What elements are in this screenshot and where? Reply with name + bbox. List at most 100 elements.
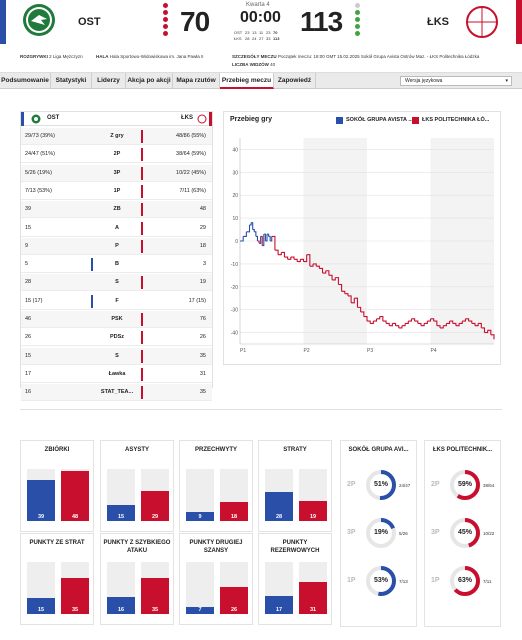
shooting-card-title: ŁKS POLITECHNIK... (432, 447, 493, 453)
shot-type-label: 2P (431, 481, 440, 488)
series-segment (405, 321, 409, 324)
series-segment (254, 231, 257, 237)
home-bar-bg: 9 (186, 469, 214, 521)
away-team-logo[interactable] (462, 2, 502, 40)
y-tick-label: -10 (231, 262, 238, 268)
away-value: 35 (199, 352, 206, 359)
viewers-label: LICZBA WIDZÓW (232, 62, 269, 67)
card-title: PUNKTY ZE STRAT (29, 540, 85, 546)
stat-label: STAT_TEA... (100, 389, 134, 396)
series-segment (373, 318, 378, 322)
home-lead-bar (91, 294, 93, 308)
away-lead-bar (141, 386, 143, 400)
tab-zapowiedz[interactable]: Zapowiedź (274, 73, 316, 89)
series-segment (427, 318, 432, 322)
series-segment (297, 259, 301, 263)
home-bar (107, 597, 135, 614)
home-q0: OST (234, 30, 243, 35)
series-segment (382, 320, 387, 324)
percentage-ring (366, 470, 396, 500)
series-segment (351, 298, 355, 304)
stat-card: ZBIÓRKI 39 48 (20, 440, 94, 532)
tab-liderzy[interactable]: Liderzy (92, 73, 126, 89)
series-segment (376, 316, 381, 320)
series-segment (313, 263, 317, 267)
series-segment (322, 270, 327, 274)
quarter-scores: OST 23 13 11 23 70 ŁKS 28 24 27 33 113 (234, 30, 280, 42)
ring-fraction: 10/22 (483, 531, 495, 536)
away-q2: 24 (252, 36, 257, 41)
series-segment (281, 251, 286, 258)
x-tick-label: P1 (240, 348, 246, 354)
home-value: 15 (17) (25, 297, 43, 304)
details-label: SZCZEGÓŁY MECZU (232, 54, 277, 59)
series-segment (386, 322, 390, 326)
away-lead-bar (141, 313, 143, 326)
tab-mapa-rzutow[interactable]: Mapa rzutów (173, 73, 220, 89)
shooting-card: SOKÓŁ GRUPA AVI... 2P 51% 24/47 3P 19% 5/26 1P 5… (340, 440, 417, 627)
away-lead-bar (141, 331, 143, 345)
stat-label: 3P (113, 169, 121, 176)
tab-statystyki[interactable]: Statystyki (51, 73, 92, 89)
table-row: 26 PDSz 26 (21, 329, 212, 347)
away-value: 19 (199, 279, 206, 286)
away-bar (220, 502, 248, 521)
series-segment (266, 233, 270, 237)
home-bar (265, 491, 293, 521)
series-segment (303, 254, 308, 263)
away-bar (61, 577, 89, 614)
section-divider (20, 409, 502, 410)
stat-card: STRATY 28 19 (258, 440, 332, 532)
series-segment (249, 222, 252, 226)
stat-label: S (115, 352, 119, 359)
home-bar (265, 596, 293, 614)
away-lead-bar (141, 166, 143, 180)
y-tick-label: -30 (231, 308, 238, 314)
home-team-logo[interactable] (22, 3, 56, 37)
scoreboard-header: OST 70 Kwarta 4 00:00 OST 23 13 11 23 70 ŁKS 28… (0, 0, 522, 44)
away-q1: 28 (245, 36, 250, 41)
home-bar-bg: 16 (107, 562, 135, 614)
away-bar-value: 35 (151, 607, 159, 613)
stat-label: 2P (113, 151, 121, 158)
x-tick-label: P3 (367, 348, 373, 354)
tab-akcja-po-akcji[interactable]: Akcja po akcji (126, 73, 173, 89)
legend-away-swatch (412, 117, 419, 124)
percentage-ring (450, 518, 480, 548)
home-value: 46 (25, 316, 32, 322)
series-segment (484, 330, 489, 334)
series-segment (414, 320, 419, 324)
team-stats-table: OST ŁKS 29/73 (39%) Z gry 48/86 (55%) 24/47… (20, 111, 213, 402)
table-row: 7/13 (53%) 1P 7/11 (63%) (21, 183, 212, 200)
ring-fill (450, 518, 480, 548)
away-value: 29 (199, 224, 206, 231)
details-value: Początek meczu: 18:00 GMT 15.02.2025 Sok… (277, 54, 480, 59)
table-row: 17 Ławka 31 (21, 366, 212, 383)
stat-label: Z gry (110, 133, 124, 139)
card-title: PRZECHWYTY (195, 447, 237, 453)
series-segment (263, 233, 266, 241)
series-segment (360, 311, 365, 317)
home-value: 16 (25, 389, 32, 396)
tab-podsumowanie[interactable]: Podsumowanie (0, 73, 51, 89)
stat-card: PUNKTY REZERWOWYCH 17 31 (258, 533, 332, 625)
home-bar-bg: 17 (265, 562, 293, 614)
away-bar-value: 19 (309, 514, 317, 520)
percentage-ring (450, 470, 480, 500)
ring-fill (366, 518, 396, 548)
home-value: 29/73 (39%) (25, 133, 55, 139)
tab-przebieg-meczu[interactable]: Przebieg meczu (220, 73, 274, 89)
away-bar (141, 577, 169, 614)
away-bar-value: 31 (309, 607, 317, 613)
table-row: 16 STAT_TEA... 35 (21, 384, 212, 402)
series-segment (398, 325, 403, 329)
stat-label: PSK (111, 316, 123, 322)
ring-percent: 63% (457, 577, 472, 584)
y-tick-label: 30 (232, 170, 238, 176)
language-select[interactable]: Wersja językowa ▾ (400, 76, 512, 86)
table-row: 24/47 (51%) 2P 38/64 (59%) (21, 146, 212, 164)
away-bar (141, 490, 169, 521)
language-select-label: Wersja językowa (405, 78, 443, 84)
table-row: 9 P 18 (21, 237, 212, 255)
away-bar (220, 586, 248, 614)
